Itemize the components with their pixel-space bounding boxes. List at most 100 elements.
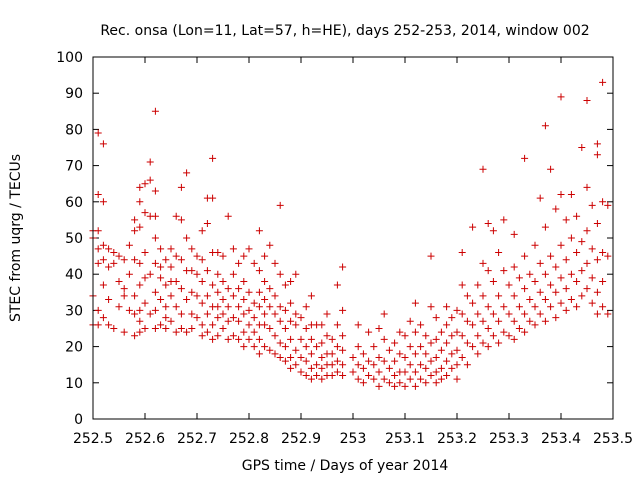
data-point (354, 343, 362, 351)
data-point (146, 270, 154, 278)
data-point (281, 306, 289, 314)
data-point (422, 364, 430, 372)
data-point (354, 375, 362, 383)
data-point (536, 259, 544, 267)
data-point (99, 256, 107, 264)
data-point (94, 191, 102, 199)
data-point (588, 274, 596, 282)
data-point (411, 382, 419, 390)
data-point (323, 332, 331, 340)
data-point (250, 299, 258, 307)
data-point (115, 252, 123, 260)
data-point (521, 285, 529, 293)
data-point (479, 339, 487, 347)
data-point (313, 361, 321, 369)
data-point (136, 198, 144, 206)
data-point (151, 234, 159, 242)
data-point (183, 234, 191, 242)
data-point (443, 303, 451, 311)
data-point (521, 154, 529, 162)
data-point (157, 296, 165, 304)
data-point (552, 263, 560, 271)
data-point (583, 285, 591, 293)
data-point (183, 296, 191, 304)
data-point (110, 259, 118, 267)
data-point (573, 277, 581, 285)
data-point (531, 277, 539, 285)
data-point (281, 325, 289, 332)
data-point (474, 310, 482, 318)
data-point (552, 205, 560, 213)
data-point (328, 335, 336, 343)
data-point (276, 339, 284, 347)
data-point (151, 107, 159, 115)
data-point (437, 364, 445, 372)
data-point (229, 292, 237, 300)
y-tick-label: 20 (65, 340, 83, 356)
data-point (391, 339, 399, 347)
data-point (94, 259, 102, 267)
data-point (209, 335, 217, 343)
data-point (120, 285, 128, 293)
data-point (349, 368, 357, 376)
data-point (599, 303, 607, 311)
data-point (380, 375, 388, 383)
data-point (531, 241, 539, 249)
data-point (281, 343, 289, 351)
data-point (198, 332, 206, 340)
data-point (214, 270, 222, 278)
y-tick-label: 10 (65, 376, 83, 392)
data-point (489, 310, 497, 318)
data-point (172, 212, 180, 220)
data-point (339, 361, 347, 369)
data-point (292, 361, 300, 369)
data-point (287, 277, 295, 285)
data-point (209, 154, 217, 162)
data-point (380, 335, 388, 343)
data-point (547, 165, 555, 173)
data-point (99, 314, 107, 322)
data-point (193, 292, 201, 300)
axis-tick-labels: 252.5 252.6 252.7 252.8 252.9 253 253.1 253.2 25… (56, 50, 633, 447)
data-point (172, 277, 180, 285)
data-point (427, 339, 435, 347)
data-point (193, 252, 201, 260)
data-point (271, 350, 279, 358)
data-point (99, 198, 107, 206)
data-point (469, 223, 477, 231)
data-point (105, 263, 113, 271)
data-point (307, 335, 315, 343)
data-point (547, 281, 555, 289)
data-point (484, 325, 492, 332)
data-point (417, 343, 425, 351)
data-point (245, 306, 253, 314)
data-point (510, 230, 518, 238)
data-point (573, 212, 581, 220)
data-point (489, 227, 497, 235)
data-point (162, 281, 170, 289)
data-point (287, 317, 295, 325)
data-point (250, 328, 258, 336)
data-point (547, 252, 555, 260)
data-point (167, 263, 175, 271)
data-point (562, 306, 570, 314)
data-point (318, 353, 326, 361)
data-point (214, 303, 222, 311)
data-point (209, 194, 217, 202)
data-point (552, 288, 560, 296)
data-point (479, 259, 487, 267)
data-point (567, 191, 575, 199)
data-point (136, 328, 144, 336)
data-point (578, 267, 586, 275)
data-point (235, 317, 243, 325)
data-point (339, 372, 347, 380)
data-point (146, 158, 154, 166)
data-point (120, 328, 128, 336)
data-point (536, 310, 544, 318)
y-tick-label: 50 (65, 231, 83, 247)
data-point (167, 317, 175, 325)
data-point (422, 332, 430, 340)
data-point (588, 245, 596, 253)
data-point (479, 165, 487, 173)
data-point (287, 335, 295, 343)
